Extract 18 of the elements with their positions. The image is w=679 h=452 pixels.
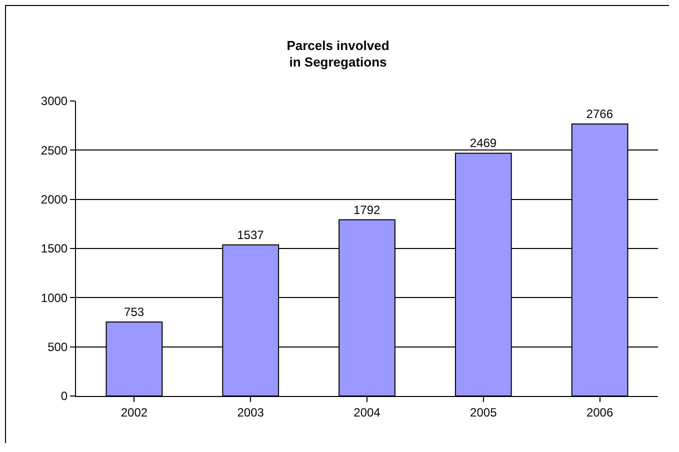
data-label: 2469	[470, 136, 497, 150]
data-label: 1792	[353, 202, 381, 217]
x-tick-label: 2005	[470, 405, 498, 420]
chart-title: Parcels involved in Segregations	[286, 38, 390, 70]
y-tick-label: 3000	[40, 94, 68, 108]
x-tick-label: 2003	[237, 405, 264, 420]
x-tick-label: 2004	[354, 405, 381, 420]
y-tick-label: 500	[48, 340, 68, 354]
x-tick-label: 2006	[586, 405, 614, 420]
data-label: 2766	[586, 107, 614, 122]
x-tick-label: 2002	[120, 405, 148, 420]
data-label: 1537	[237, 228, 264, 242]
y-tick-label: 2500	[40, 143, 68, 158]
y-tick-label: 0	[60, 389, 68, 404]
y-tick-label: 2000	[40, 192, 68, 207]
data-label: 753	[124, 304, 144, 319]
y-tick-label: 1000	[40, 290, 68, 305]
y-tick-label: 1500	[40, 242, 68, 256]
